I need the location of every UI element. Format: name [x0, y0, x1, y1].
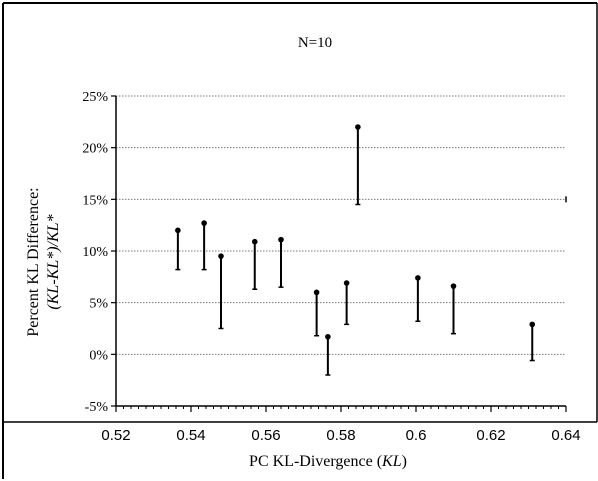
data-point: [251, 238, 258, 245]
x-tick-label: 0.6: [406, 427, 427, 444]
x-tick-label: 0.58: [326, 427, 355, 444]
data-point: [278, 236, 284, 243]
data-point: [201, 220, 207, 226]
x-tick-label: 0.64: [551, 427, 580, 444]
x-tick-label: 0.54: [176, 427, 205, 444]
x-tick-labels: 0.52 0.54 0.56 0.58 0.6 0.62 0.64: [101, 427, 580, 444]
data-point: [529, 321, 536, 328]
axes: [111, 95, 567, 412]
y-tick-label: 0%: [89, 348, 108, 363]
y-tick-label: 25%: [82, 90, 108, 105]
data-point: [313, 289, 320, 296]
data-point: [415, 275, 421, 281]
y-tick-label: -5%: [85, 400, 109, 415]
data-marks: [175, 124, 536, 376]
data-point: [325, 333, 331, 340]
y-tick-label: 10%: [82, 245, 108, 260]
x-tick-label: 0.52: [101, 427, 130, 444]
data-point: [343, 280, 350, 286]
data-point: [450, 283, 457, 289]
data-point: [175, 227, 181, 234]
gridlines: [116, 95, 566, 407]
x-axis-label-part: ): [402, 453, 407, 470]
data-point: [218, 253, 224, 259]
y-tick-label: 5%: [89, 297, 108, 312]
x-axis-label: PC KL-Divergence (KL): [249, 453, 407, 470]
y-tick-label: 20%: [82, 142, 108, 157]
x-tick-label: 0.62: [476, 427, 505, 444]
y-axis-label: Percent KL Difference: (KL-KL*)/KL*: [25, 187, 62, 336]
chart-title: N=10: [298, 35, 332, 51]
y-axis-label-line-2: (KL-KL*)/KL*: [45, 214, 62, 309]
y-tick-label: 15%: [82, 193, 108, 208]
x-tick-label: 0.56: [251, 427, 280, 444]
data-point: [355, 124, 361, 130]
y-tick-labels: 25% 20% 15% 10% 5% 0% -5%: [82, 90, 108, 415]
y-axis-label-line-1: Percent KL Difference:: [25, 187, 42, 336]
x-axis-label-part: KL: [381, 453, 402, 470]
x-axis-label-part: PC KL-Divergence (: [249, 453, 382, 470]
